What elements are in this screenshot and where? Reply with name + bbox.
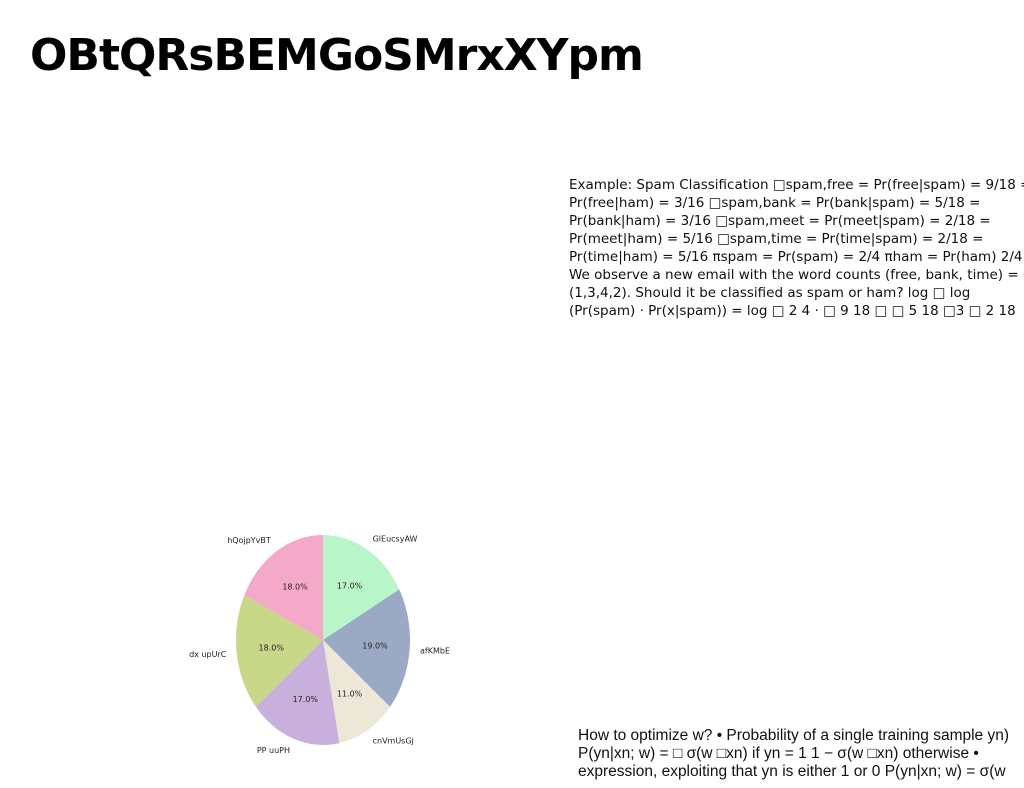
paragraph: How to optimize w? • Probability of a si… <box>578 727 1010 780</box>
paragraph: Example: Spam Classification □spam,free … <box>569 177 1024 319</box>
value-label: 17.0% <box>293 695 319 704</box>
slice-label: cnVmUsGj <box>373 737 414 746</box>
pie-slice <box>236 595 323 707</box>
pie-chart: GlEucsyAW 17.0% afKMbE 19.0% cnVmUsGj 11.0% PP… <box>189 534 450 755</box>
pie-slice <box>323 640 391 744</box>
value-label: 11.0% <box>337 690 363 699</box>
value-label: 19.0% <box>362 641 388 650</box>
value-label: 18.0% <box>282 582 308 591</box>
slice-label: hQojpYvBT <box>227 536 271 545</box>
slice-label: PP uuPH <box>257 746 290 755</box>
pie-slice <box>255 640 340 745</box>
value-label: 18.0% <box>259 643 285 652</box>
pie-slice <box>244 535 323 640</box>
pie-slice <box>323 589 410 707</box>
slice-label: GlEucsyAW <box>373 534 418 543</box>
value-label: 17.0% <box>337 581 363 590</box>
slice-label: dx upUrC <box>189 650 227 659</box>
page-title: OBtQRsBEMGoSMrxXYpm <box>30 30 644 81</box>
slice-label: afKMbE <box>420 647 450 656</box>
pie-slice <box>323 535 400 640</box>
